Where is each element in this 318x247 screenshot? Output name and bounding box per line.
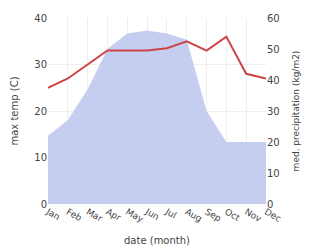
svg-text:50: 50: [267, 44, 280, 55]
svg-text:40: 40: [267, 75, 280, 86]
svg-text:30: 30: [267, 106, 280, 117]
svg-text:date (month): date (month): [124, 235, 190, 246]
svg-text:Jan: Jan: [44, 206, 62, 222]
svg-text:max temp (C): max temp (C): [9, 76, 20, 145]
svg-text:40: 40: [34, 13, 47, 24]
svg-text:med. precipitation (kg/m2): med. precipitation (kg/m2): [291, 51, 301, 172]
svg-text:Nov: Nov: [243, 206, 264, 224]
svg-text:10: 10: [267, 168, 280, 179]
svg-text:Oct: Oct: [223, 206, 242, 223]
svg-text:Feb: Feb: [65, 206, 84, 223]
svg-text:Aug: Aug: [183, 206, 203, 223]
svg-text:Dec: Dec: [263, 206, 283, 223]
svg-text:Sep: Sep: [203, 206, 223, 223]
svg-text:Mar: Mar: [84, 206, 104, 223]
svg-text:20: 20: [267, 137, 280, 148]
svg-text:Jun: Jun: [143, 206, 161, 222]
svg-text:May: May: [124, 206, 146, 224]
svg-text:Jul: Jul: [163, 206, 178, 221]
svg-text:30: 30: [34, 59, 47, 70]
svg-text:60: 60: [267, 13, 280, 24]
svg-text:20: 20: [34, 106, 47, 117]
svg-text:Apr: Apr: [104, 206, 123, 223]
svg-text:0: 0: [267, 199, 273, 210]
svg-text:10: 10: [34, 152, 47, 163]
svg-text:0: 0: [41, 199, 47, 210]
